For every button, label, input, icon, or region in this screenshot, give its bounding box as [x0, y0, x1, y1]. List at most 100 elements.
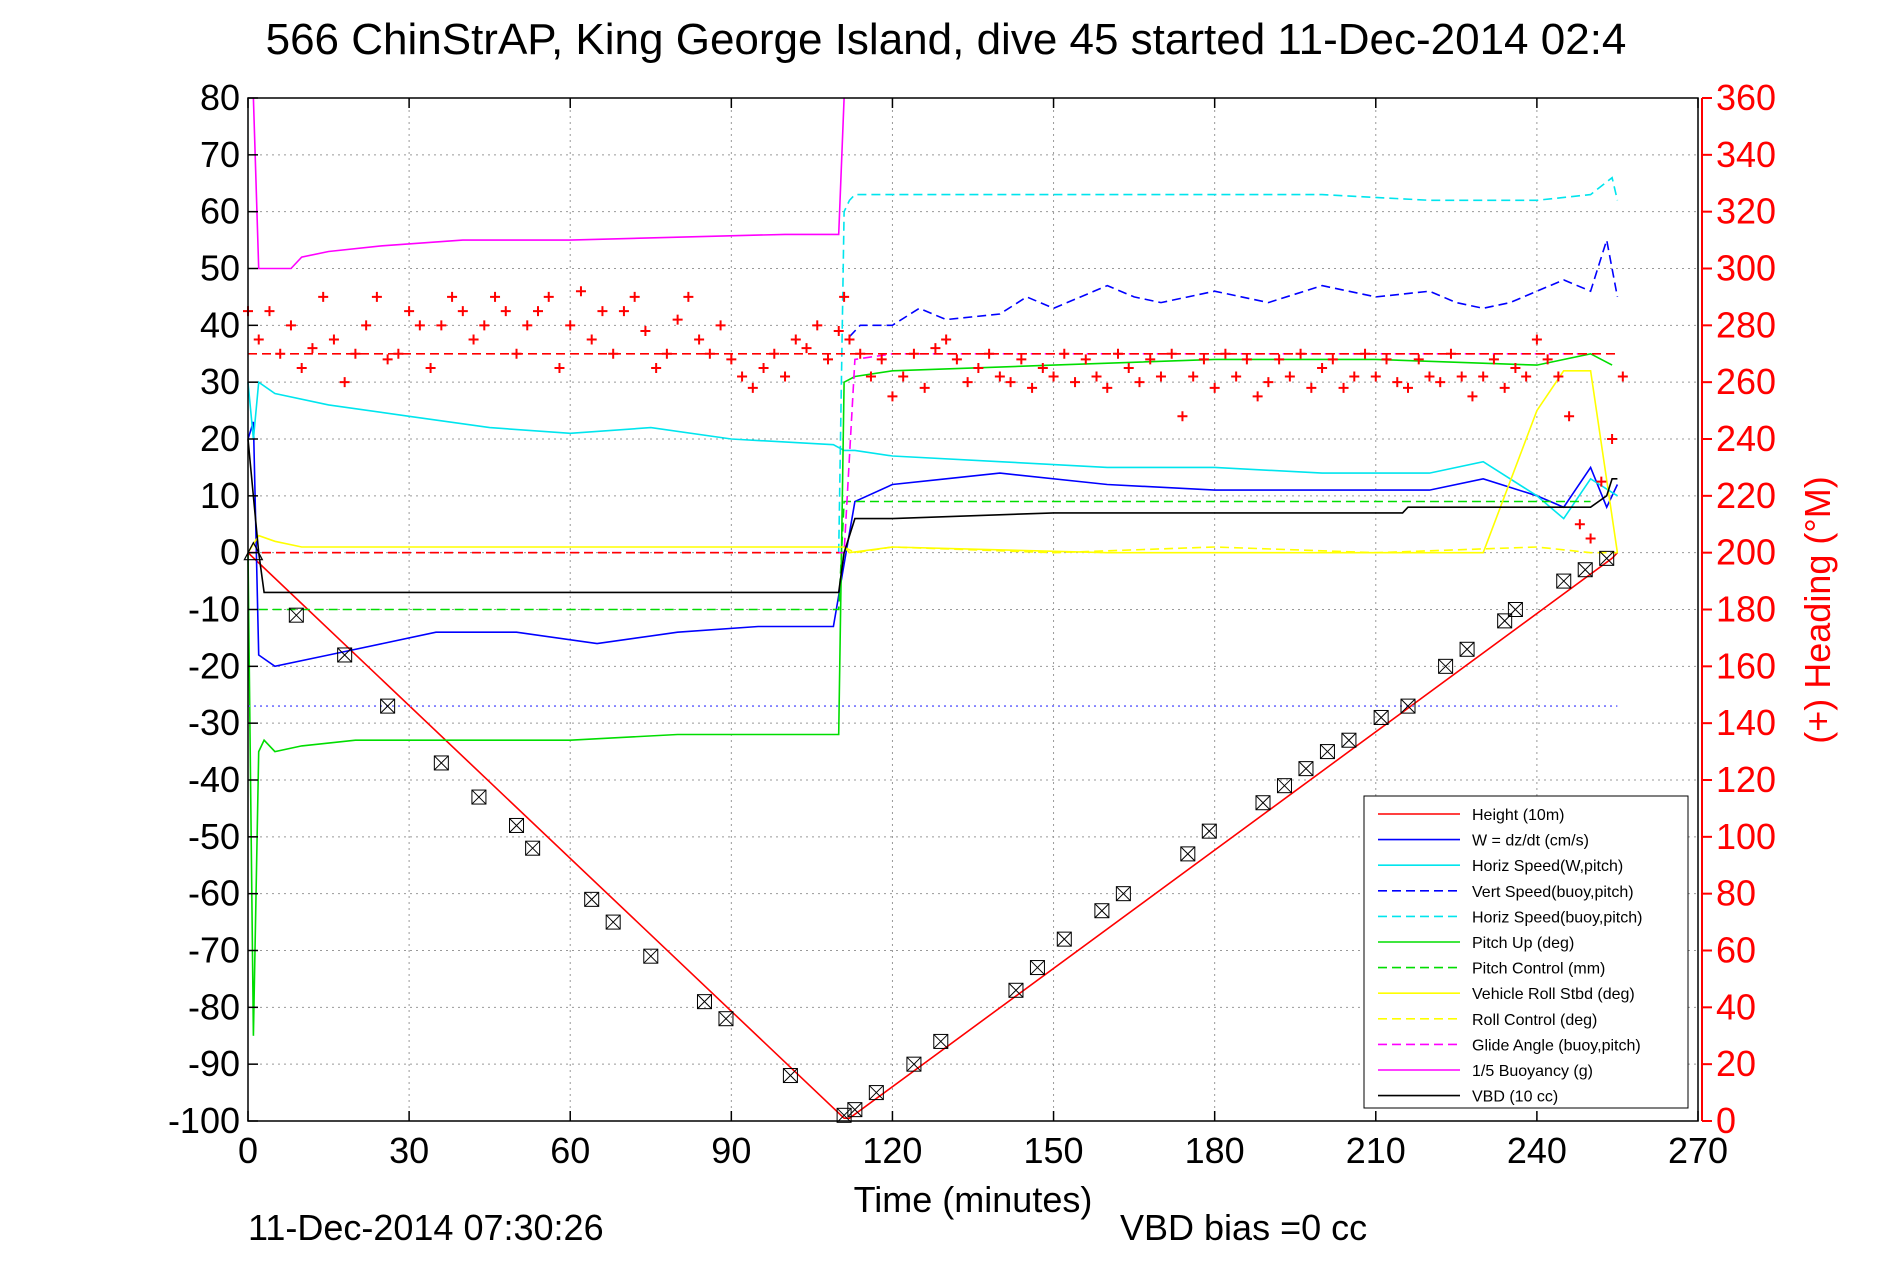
- depth-marker: [471, 789, 487, 805]
- heading-point: [1617, 371, 1628, 382]
- heading-point: [1574, 519, 1585, 530]
- depth-marker-cross: [933, 1034, 949, 1049]
- depth-markers: [243, 541, 1615, 1123]
- heading-point: [533, 306, 543, 317]
- depth-marker-cross: [1094, 903, 1110, 919]
- y2-tick-label: 280: [1716, 304, 1776, 345]
- depth-marker-cross: [509, 818, 524, 833]
- y-tick-label: -20: [188, 645, 240, 686]
- heading-point: [1478, 371, 1489, 382]
- heading-point: [1488, 354, 1499, 365]
- depth-marker-cross: [288, 607, 304, 623]
- depth-marker: [525, 840, 541, 856]
- heading-point: [565, 320, 576, 331]
- depth-marker: [1094, 903, 1110, 919]
- heading-point: [865, 371, 876, 382]
- heading-point: [672, 314, 683, 325]
- axis-ticks: 0 30 60 90 120 150 180 210 240 270 80 70 60 50 40 30 20 1…: [168, 77, 1776, 1171]
- depth-marker-cross: [1255, 795, 1271, 811]
- chart-title: 566 ChinStrAP, King George Island, dive …: [266, 15, 1627, 64]
- heading-point: [984, 348, 995, 359]
- depth-marker: [1400, 698, 1416, 714]
- depth-marker: [933, 1033, 949, 1049]
- heading-point: [908, 348, 919, 359]
- series-line-3: [848, 239, 1619, 338]
- heading-point: [1413, 354, 1424, 365]
- x-tick-label: 0: [238, 1130, 258, 1171]
- heading-point: [490, 291, 501, 302]
- x-axis-label: Time (minutes): [854, 1179, 1093, 1220]
- y2-tick-label: 300: [1716, 248, 1776, 289]
- depth-marker: [906, 1056, 922, 1072]
- heading-point: [1564, 411, 1575, 422]
- depth-marker-cross: [847, 1102, 863, 1117]
- heading-point: [1134, 377, 1145, 388]
- heading-point: [1542, 354, 1553, 365]
- series-line-6: [258, 500, 1591, 611]
- heading-point: [640, 326, 651, 337]
- heading-point: [1456, 371, 1467, 382]
- heading-point: [318, 291, 329, 302]
- heading-point: [1607, 434, 1618, 444]
- depth-marker: [288, 607, 304, 623]
- y2-tick-label: 320: [1716, 191, 1776, 232]
- y-tick-label: 50: [200, 248, 240, 289]
- x-tick-label: 30: [389, 1130, 429, 1171]
- heading-point: [586, 334, 597, 345]
- heading-point: [1424, 371, 1435, 382]
- heading-point: [1338, 382, 1349, 393]
- series-line-2: [247, 380, 1618, 520]
- heading-point: [479, 320, 490, 331]
- depth-marker-cross: [1508, 602, 1523, 617]
- depth-marker-cross: [1180, 846, 1196, 862]
- heading-point: [1370, 371, 1381, 382]
- y2-tick-label: 160: [1716, 645, 1776, 686]
- y2-tick-label: 180: [1716, 589, 1776, 630]
- footer-vbd-bias: VBD bias =0 cc: [1120, 1207, 1367, 1248]
- heading-point: [1091, 371, 1102, 382]
- depth-marker-cross: [836, 1107, 852, 1123]
- heading-point: [715, 320, 726, 331]
- heading-point: [253, 334, 264, 345]
- heading-point: [296, 362, 307, 373]
- heading-point: [1596, 476, 1607, 487]
- heading-point: [1027, 382, 1038, 393]
- depth-marker: [643, 948, 659, 964]
- y-tick-label: -30: [188, 702, 240, 743]
- heading-point: [1123, 362, 1134, 373]
- depth-marker-cross: [605, 914, 621, 930]
- heading-point: [941, 334, 952, 345]
- heading-point: [436, 320, 447, 331]
- depth-marker: [1276, 778, 1292, 794]
- legend-label: VBD (10 cc): [1472, 1089, 1558, 1106]
- depth-marker-cross: [1116, 886, 1131, 902]
- heading-point: [382, 354, 393, 365]
- depth-marker-cross: [1320, 744, 1335, 759]
- heading-point: [1531, 334, 1542, 345]
- depth-marker-cross: [1577, 562, 1593, 578]
- heading-point: [769, 348, 780, 359]
- heading-point: [919, 382, 930, 393]
- y-tick-label: 80: [200, 77, 240, 118]
- depth-marker: [836, 1107, 852, 1123]
- heading-point: [575, 286, 586, 297]
- heading-point: [404, 306, 415, 317]
- depth-marker: [868, 1085, 884, 1101]
- depth-marker: [337, 647, 353, 663]
- legend-label: Vert Speed(buoy,pitch): [1472, 884, 1634, 901]
- y-tick-label: 60: [200, 191, 240, 232]
- y-tick-label: -10: [188, 589, 240, 630]
- heading-point: [597, 306, 608, 317]
- depth-marker: [1556, 573, 1572, 589]
- depth-marker-cross: [1599, 550, 1615, 566]
- heading-point: [1403, 382, 1413, 393]
- heading-point: [307, 343, 318, 354]
- heading-point: [1306, 382, 1317, 393]
- legend-label: Vehicle Roll Stbd (deg): [1472, 986, 1635, 1003]
- depth-marker: [1577, 562, 1593, 578]
- depth-marker: [1459, 641, 1475, 657]
- y-tick-label: 30: [200, 361, 240, 402]
- legend: Height (10m) W = dz/dt (cm/s) Horiz Speed(…: [1363, 795, 1689, 1109]
- depth-marker: [718, 1011, 734, 1027]
- y2-tick-label: 360: [1716, 77, 1776, 118]
